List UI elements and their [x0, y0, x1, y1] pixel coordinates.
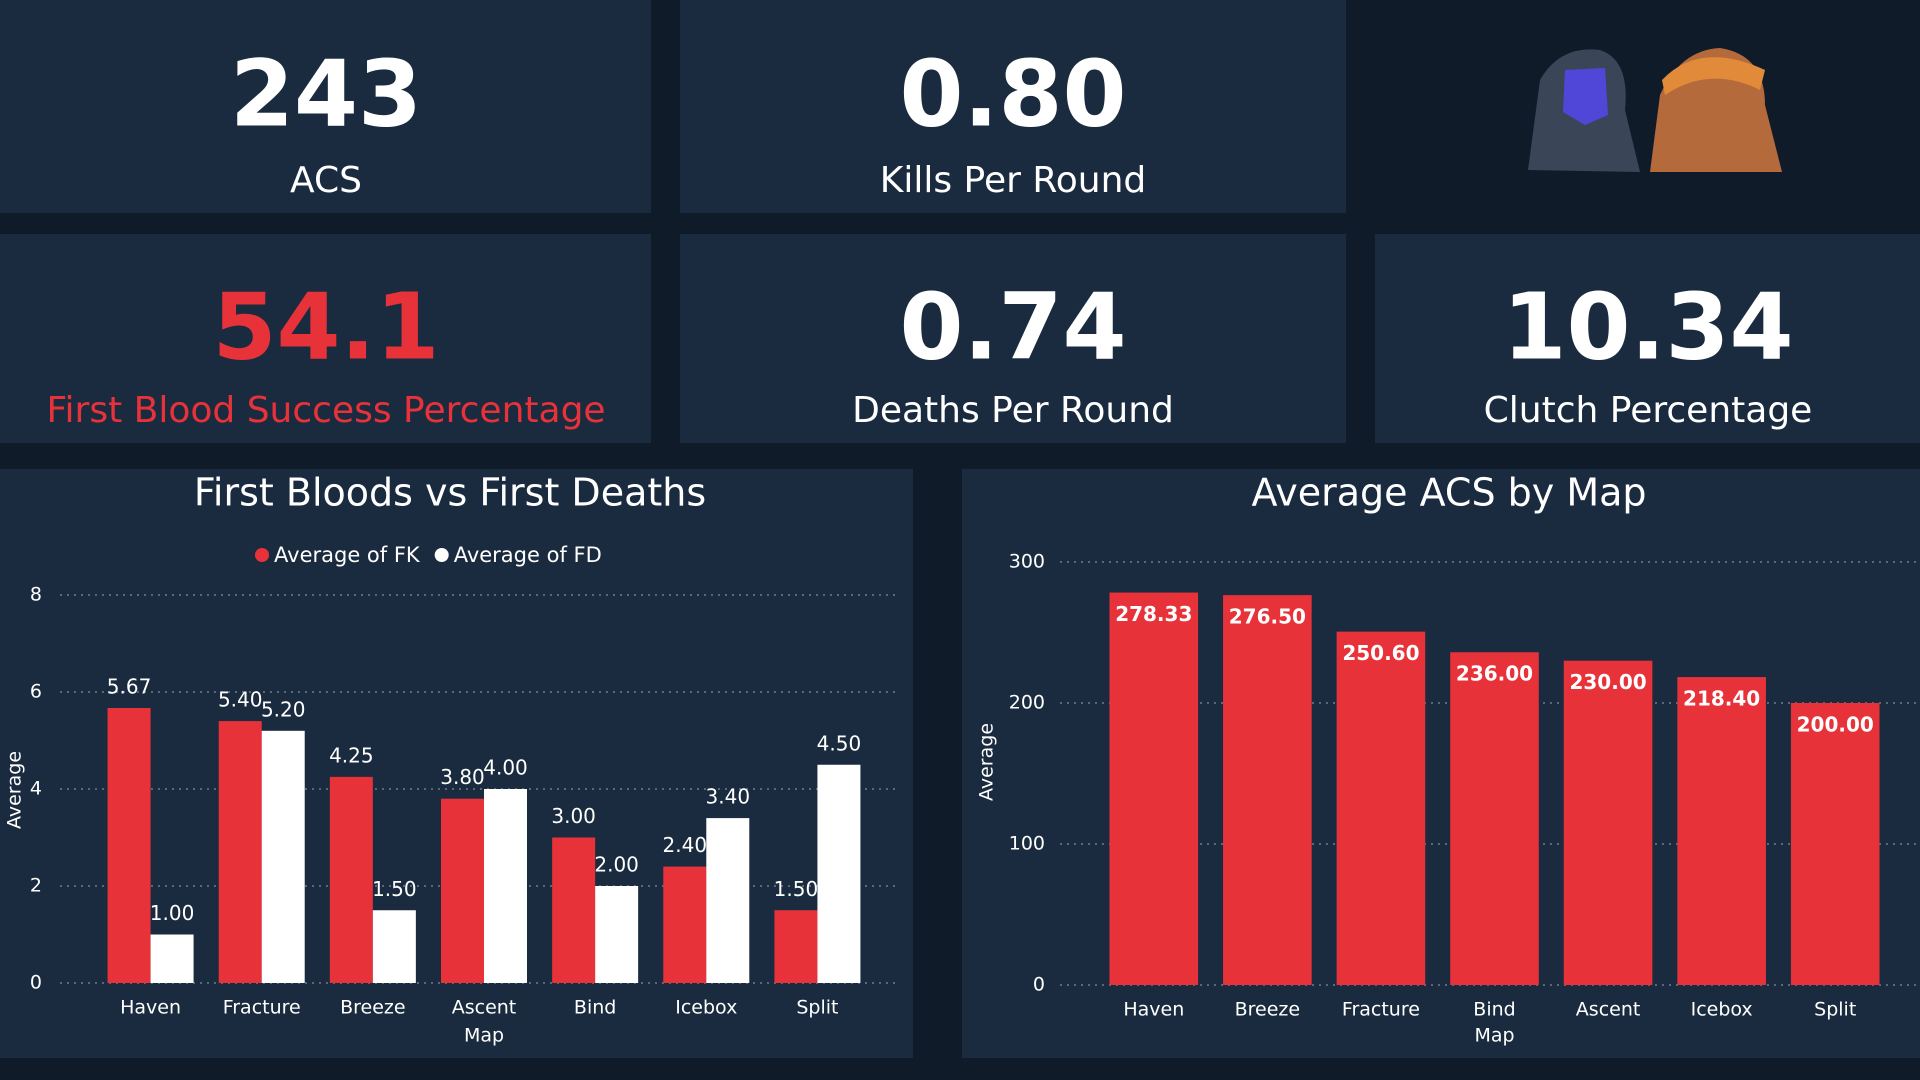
data-label: 276.50: [1229, 605, 1306, 629]
data-label: 4.50: [817, 731, 862, 755]
data-label: 4.25: [329, 743, 374, 767]
kpi-label: Kills Per Round: [880, 160, 1147, 201]
y-tick-label: 300: [1009, 551, 1045, 573]
bar: [1223, 595, 1312, 985]
x-tick-label: Breeze: [340, 997, 405, 1019]
bar: [261, 730, 305, 983]
x-axis-label: Map: [1474, 1025, 1514, 1047]
kpi-label: First Blood Success Percentage: [46, 390, 605, 431]
kpi-card: [1375, 234, 1920, 443]
x-tick-label: Ascent: [452, 997, 517, 1019]
kpi-value: 54.1: [213, 273, 440, 380]
y-tick-label: 4: [30, 778, 42, 800]
agent-visor: [1563, 68, 1608, 125]
kpi-value: 10.34: [1502, 273, 1793, 380]
data-label: 218.40: [1683, 687, 1760, 711]
data-label: 5.40: [218, 688, 263, 712]
data-label: 250.60: [1342, 641, 1419, 665]
data-label: 5.67: [107, 675, 152, 699]
data-label: 1.50: [774, 877, 819, 901]
data-label: 3.40: [706, 785, 751, 809]
kpi-value: 243: [230, 40, 422, 147]
bar: [1450, 652, 1539, 985]
kpi-card: [680, 234, 1346, 443]
x-tick-label: Haven: [120, 997, 181, 1019]
kpi-card: [0, 234, 651, 443]
kpi-card: [680, 0, 1346, 213]
x-tick-label: Fracture: [223, 997, 301, 1019]
legend-label: Average of FK: [274, 543, 421, 567]
chart-title: First Bloods vs First Deaths: [194, 471, 706, 515]
bar: [774, 910, 818, 983]
bar: [1336, 631, 1426, 985]
chart-title: Average ACS by Map: [1251, 471, 1646, 515]
bar: [150, 934, 194, 983]
y-tick-label: 8: [30, 584, 42, 606]
bar: [817, 764, 861, 983]
bar: [595, 886, 639, 983]
y-tick-label: 2: [30, 875, 42, 897]
agent-artwork: [1528, 48, 1782, 172]
data-label: 2.40: [663, 833, 708, 857]
y-tick-label: 200: [1009, 692, 1045, 714]
agent-cap: [1662, 57, 1765, 95]
y-axis-label: Average: [4, 751, 26, 829]
chart-card: [962, 469, 1920, 1058]
legend-marker: [434, 548, 449, 562]
x-tick-label: Ascent: [1576, 999, 1641, 1021]
bar: [1109, 592, 1199, 985]
bar: [552, 837, 596, 983]
x-axis-label: Map: [464, 1025, 504, 1047]
x-tick-label: Split: [1814, 999, 1856, 1021]
data-label: 236.00: [1456, 662, 1533, 686]
data-label: 5.20: [261, 697, 306, 721]
legend-label: Average of FD: [454, 543, 602, 567]
data-label: 2.00: [594, 853, 639, 877]
data-label: 278.33: [1115, 602, 1192, 626]
bar: [1790, 703, 1880, 985]
data-label: 1.00: [150, 901, 195, 925]
bar: [1677, 677, 1766, 985]
x-tick-label: Haven: [1123, 999, 1184, 1021]
x-tick-label: Split: [796, 997, 838, 1019]
data-label: 4.00: [483, 756, 528, 780]
x-tick-label: Icebox: [1691, 999, 1753, 1021]
y-axis-label: Average: [976, 723, 998, 801]
bar: [107, 708, 151, 983]
kpi-label: Clutch Percentage: [1484, 390, 1813, 431]
kpi-label: ACS: [290, 160, 362, 201]
kpi-value: 0.74: [900, 273, 1127, 380]
kpi-label: Deaths Per Round: [852, 390, 1174, 431]
x-tick-label: Bind: [574, 997, 616, 1019]
y-tick-label: 0: [1033, 974, 1045, 996]
data-label: 200.00: [1797, 713, 1874, 737]
bar: [484, 789, 527, 983]
data-label: 3.80: [440, 765, 485, 789]
y-tick-label: 0: [30, 972, 42, 994]
data-label: 1.50: [372, 877, 417, 901]
x-tick-label: Icebox: [675, 997, 737, 1019]
bar: [372, 910, 416, 983]
bar: [218, 721, 262, 983]
bar: [329, 776, 373, 983]
legend-marker: [255, 548, 269, 562]
y-tick-label: 100: [1009, 833, 1045, 855]
x-tick-label: Breeze: [1235, 999, 1300, 1021]
bar: [706, 818, 750, 983]
bar: [1563, 660, 1653, 985]
kpi-card: [0, 0, 651, 213]
data-label: 3.00: [551, 804, 596, 828]
y-tick-label: 6: [30, 681, 42, 703]
x-tick-label: Bind: [1473, 999, 1515, 1021]
data-label: 230.00: [1569, 670, 1646, 694]
bar: [441, 798, 484, 983]
kpi-value: 0.80: [900, 40, 1127, 147]
bar: [663, 866, 707, 983]
x-tick-label: Fracture: [1342, 999, 1420, 1021]
